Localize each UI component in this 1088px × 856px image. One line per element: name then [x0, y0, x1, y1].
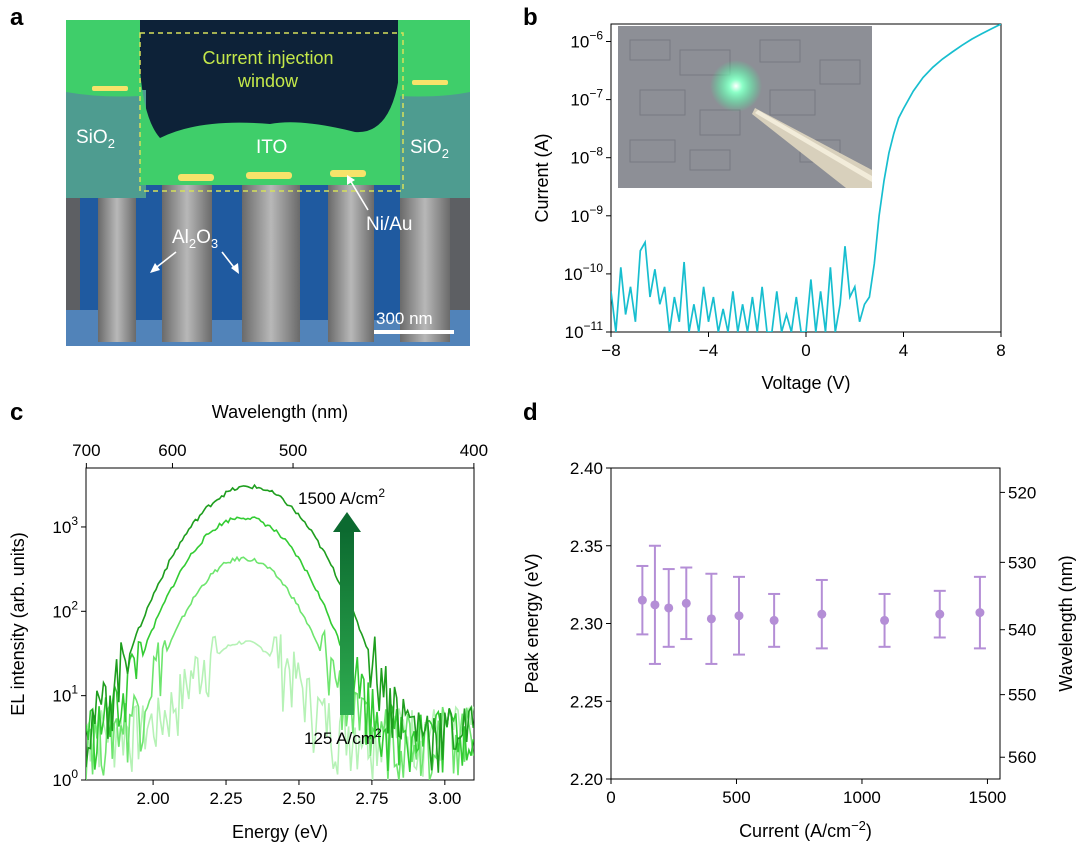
chart-d-xtick-label: 0: [606, 788, 615, 807]
panel-b-label: b: [523, 4, 538, 31]
chart-b-ytick-label: 10−6: [570, 28, 603, 51]
window-annotation-1: Current injection: [202, 48, 333, 68]
chart-d-point: [664, 603, 674, 613]
chart-c-toptick-label: 500: [279, 441, 307, 460]
chart-b-ytick-label: 10−9: [570, 203, 603, 226]
panel-c-label: c: [10, 399, 23, 426]
chart-c-toptick-label: 400: [460, 441, 488, 460]
chart-d-xlabel: Current (A/cm−2): [739, 818, 872, 841]
sio2-left-label: SiO2: [76, 127, 115, 151]
chart-b-xtick-label: −4: [699, 341, 718, 360]
chart-b-plot-area: [611, 24, 1001, 332]
chart-c-ytick-label: 102: [52, 598, 78, 621]
chart-c-spectrum-series: [86, 483, 474, 773]
chart-c-xtick-label: 2.75: [355, 789, 388, 808]
chart-c-plot-area: [86, 483, 474, 780]
chart-d-rtick-label: 520: [1008, 483, 1036, 502]
ni-au-label: Ni/Au: [366, 214, 412, 235]
chart-d-right-ylabel: Wavelength (nm): [1056, 555, 1076, 691]
chart-d-point: [637, 595, 647, 605]
chart-c: 2.00 2.25 2.50 2.75 3.00 700 600 500 400 100 101 10…: [8, 402, 488, 842]
chart-d-point: [734, 611, 744, 621]
chart-b-ytick-label: 10−7: [570, 87, 603, 110]
window-annotation-2: window: [237, 71, 299, 91]
chart-d-point: [650, 600, 660, 610]
chart-d-point: [880, 615, 890, 625]
chart-c-xlabel: Energy (eV): [232, 822, 328, 842]
chart-b-ytick-label: 10−8: [570, 145, 603, 168]
chart-c-ylabel: EL intensity (arb. units): [8, 532, 28, 715]
chart-d-rtick-label: 540: [1008, 621, 1036, 640]
chart-c-xtick-label: 2.25: [209, 789, 242, 808]
chart-c-xtick-label: 2.00: [137, 789, 170, 808]
chart-c-frame: [85, 467, 475, 781]
chart-c-top-xlabel: Wavelength (nm): [212, 402, 348, 422]
chart-c-toptick-label: 700: [72, 441, 100, 460]
chart-c-toptick-label: 600: [158, 441, 186, 460]
chart-d-ytick-label: 2.25: [570, 692, 603, 711]
chart-c-spectrum-series: [86, 516, 474, 773]
panel-d-label: d: [523, 399, 538, 426]
chart-b-ytick-label: 10−11: [565, 319, 604, 342]
al2o3-label: Al2O3: [172, 227, 218, 251]
chart-d-point: [975, 608, 985, 618]
chart-d-xtick-label: 1000: [843, 788, 881, 807]
chart-b-iv-line: [611, 24, 1001, 332]
sio2-right-label: SiO2: [410, 137, 449, 161]
ito-label: ITO: [256, 137, 287, 158]
chart-d-ytick-label: 2.40: [570, 459, 603, 478]
chart-c-ytick-label: 101: [52, 683, 78, 706]
chart-d-ytick-label: 2.20: [570, 770, 603, 789]
chart-c-xtick-label: 3.00: [428, 789, 461, 808]
chart-c-current-arrow: [340, 530, 354, 715]
chart-b: −8 −4 0 4 8 10−11 10−10 10−9 10−8 10−7 10−6 Voltage…: [532, 23, 1006, 393]
chart-d-point: [817, 609, 827, 619]
chart-c-spectrum-series: [86, 555, 474, 780]
chart-c-spectrum-series: [86, 634, 474, 780]
chart-b-xlabel: Voltage (V): [761, 373, 850, 393]
chart-c-xtick-label: 2.50: [282, 789, 315, 808]
chart-d-xtick-label: 1500: [969, 788, 1007, 807]
chart-d-ytick-label: 2.30: [570, 615, 603, 634]
chart-b-ytick-label: 10−10: [564, 261, 604, 284]
chart-b-xtick-label: 0: [801, 341, 810, 360]
panel-a-label: a: [10, 4, 24, 31]
chart-c-annotation-low: 125 A/cm2: [304, 726, 382, 748]
chart-b-xtick-label: 8: [996, 341, 1005, 360]
chart-d-point: [935, 609, 945, 619]
chart-d-ytick-label: 2.35: [570, 537, 603, 556]
chart-d-rtick-label: 550: [1008, 686, 1036, 705]
scale-bar-label: 300 nm: [376, 309, 433, 328]
chart-b-xtick-label: 4: [899, 341, 908, 360]
chart-c-current-arrow-head: [333, 512, 361, 532]
chart-d: 0 500 1000 1500 2.20 2.25 2.30 2.35 2.40 520 530 54…: [522, 459, 1076, 841]
chart-d-ylabel: Peak energy (eV): [522, 553, 542, 693]
chart-d-rtick-label: 560: [1008, 748, 1036, 767]
panel-b-inset-photo: [618, 26, 872, 188]
chart-b-xtick-label: −8: [601, 341, 620, 360]
chart-b-ylabel: Current (A): [532, 133, 552, 222]
chart-d-point: [681, 598, 691, 608]
chart-d-point: [706, 614, 716, 624]
panel-a-micrograph: [66, 20, 470, 346]
chart-d-xtick-label: 500: [722, 788, 750, 807]
chart-d-rtick-label: 530: [1008, 553, 1036, 572]
chart-c-ytick-label: 103: [52, 514, 78, 537]
chart-c-ytick-label: 100: [52, 767, 78, 790]
chart-d-point: [769, 615, 779, 625]
chart-c-annotation-high: 1500 A/cm2: [298, 486, 385, 508]
